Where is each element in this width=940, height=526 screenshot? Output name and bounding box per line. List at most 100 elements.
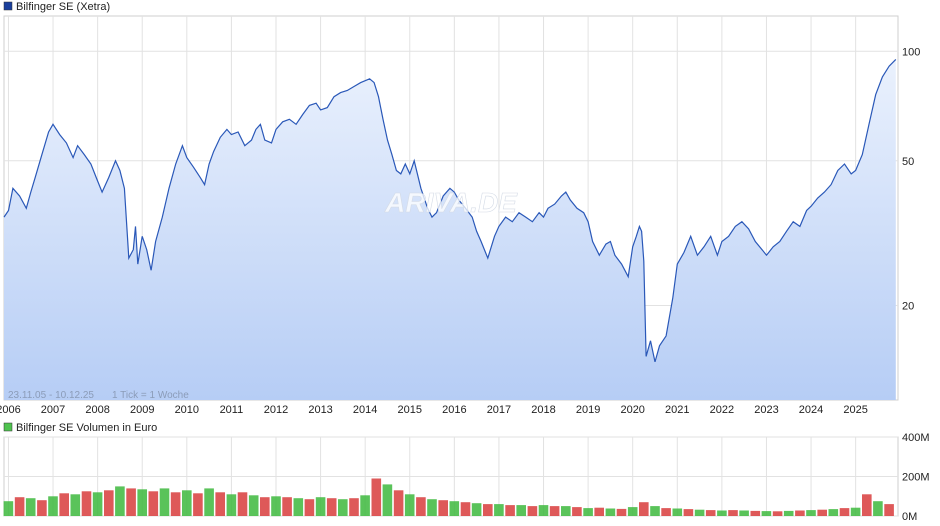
volume-bar — [293, 498, 304, 516]
volume-bar — [873, 501, 883, 516]
volume-bar — [416, 497, 426, 516]
volume-bar — [884, 504, 894, 516]
volume-bar — [25, 498, 36, 516]
volume-bar — [627, 507, 638, 516]
x-tick-label: 2014 — [353, 404, 377, 416]
volume-bar — [650, 506, 660, 516]
volume-bar — [48, 496, 58, 517]
x-tick-label: 2012 — [264, 404, 288, 416]
volume-bar — [817, 509, 827, 516]
volume-bar — [772, 511, 783, 516]
x-tick-label: 2020 — [620, 404, 644, 416]
volume-bar — [37, 500, 47, 516]
x-tick-label: 2018 — [531, 404, 555, 416]
volume-bar — [215, 492, 225, 516]
volume-bar — [137, 489, 147, 516]
volume-bar — [839, 508, 850, 516]
volume-bar — [672, 508, 683, 516]
volume-legend-swatch — [3, 422, 13, 432]
volume-bar — [393, 490, 404, 516]
volume-bar — [527, 506, 538, 516]
price-legend-swatch — [3, 1, 13, 11]
volume-bar — [338, 499, 348, 516]
volume-bar — [505, 505, 515, 516]
watermark: ARIVA.DE — [384, 187, 518, 218]
volume-legend-label: Bilfinger SE Volumen in Euro — [16, 422, 157, 434]
volume-bar — [304, 499, 315, 516]
volume-bar — [193, 493, 203, 516]
volume-bar — [70, 494, 81, 516]
volume-y-axis: 0M 200M 400M — [902, 432, 930, 523]
volume-bar — [750, 510, 761, 516]
volume-bar — [126, 488, 136, 516]
volume-bar — [315, 497, 326, 516]
volume-bar — [92, 492, 103, 516]
x-tick-label: 2006 — [0, 404, 21, 416]
x-tick-label: 2022 — [710, 404, 734, 416]
volume-y-tick-label: 0M — [902, 511, 917, 523]
x-axis-years: 2006 2007 2008 2009 2010 2011 2012 2013 2014 2015… — [0, 404, 868, 416]
tick-note: 1 Tick = 1 Woche — [112, 390, 189, 401]
x-tick-label: 2015 — [398, 404, 422, 416]
x-tick-label: 2019 — [576, 404, 600, 416]
x-tick-label: 2023 — [754, 404, 778, 416]
volume-bar — [828, 509, 839, 516]
x-tick-label: 2011 — [220, 404, 244, 416]
volume-bar — [81, 491, 92, 516]
volume-bar — [360, 495, 370, 516]
x-tick-label: 2007 — [41, 404, 65, 416]
volume-bar — [326, 498, 337, 516]
volume-bar — [115, 486, 125, 516]
volume-bar — [538, 505, 549, 516]
volume-bar — [862, 494, 872, 516]
volume-bar — [449, 501, 460, 516]
x-tick-label: 2016 — [442, 404, 466, 416]
price-area-fill — [4, 59, 896, 401]
volume-bar — [783, 510, 794, 516]
volume-bar — [483, 504, 493, 516]
volume-bar — [616, 508, 627, 516]
volume-bar — [850, 507, 861, 516]
volume-bar — [349, 498, 359, 516]
volume-bar — [761, 511, 772, 516]
volume-bar — [248, 495, 259, 516]
volume-bar — [59, 493, 69, 516]
volume-bar — [728, 510, 738, 516]
volume-bar — [260, 497, 270, 516]
volume-bar — [661, 508, 671, 516]
volume-bar — [226, 494, 237, 516]
volume-bar — [806, 510, 816, 516]
x-tick-label: 2013 — [308, 404, 332, 416]
volume-bar — [683, 509, 694, 516]
x-tick-label: 2008 — [85, 404, 109, 416]
x-tick-label: 2009 — [130, 404, 154, 416]
volume-bar — [605, 508, 616, 516]
volume-bar — [182, 490, 192, 516]
volume-bar — [494, 504, 504, 516]
y-tick-label: 100 — [902, 46, 920, 58]
volume-bar — [404, 494, 415, 516]
volume-bar — [561, 506, 571, 516]
volume-bar — [516, 505, 526, 516]
volume-bar — [694, 509, 705, 516]
volume-bar — [583, 508, 593, 516]
volume-bar — [795, 510, 805, 516]
volume-bar — [104, 490, 114, 516]
range-note: 23.11.05 - 10.12.25 — [8, 390, 94, 401]
price-y-axis: 20 50 100 — [902, 46, 920, 312]
price-series-line — [3, 58, 897, 363]
volume-bar — [471, 503, 482, 516]
volume-bar — [14, 497, 25, 516]
volume-bar — [371, 478, 382, 516]
x-tick-label: 2010 — [175, 404, 199, 416]
x-tick-label: 2017 — [487, 404, 511, 416]
volume-bar — [572, 507, 582, 516]
volume-bar — [717, 510, 727, 516]
x-tick-label: 2025 — [843, 404, 867, 416]
volume-bar — [148, 491, 159, 516]
volume-bar — [739, 510, 749, 516]
volume-bar — [594, 507, 604, 516]
volume-bar — [170, 492, 181, 516]
volume-bar — [282, 497, 292, 516]
